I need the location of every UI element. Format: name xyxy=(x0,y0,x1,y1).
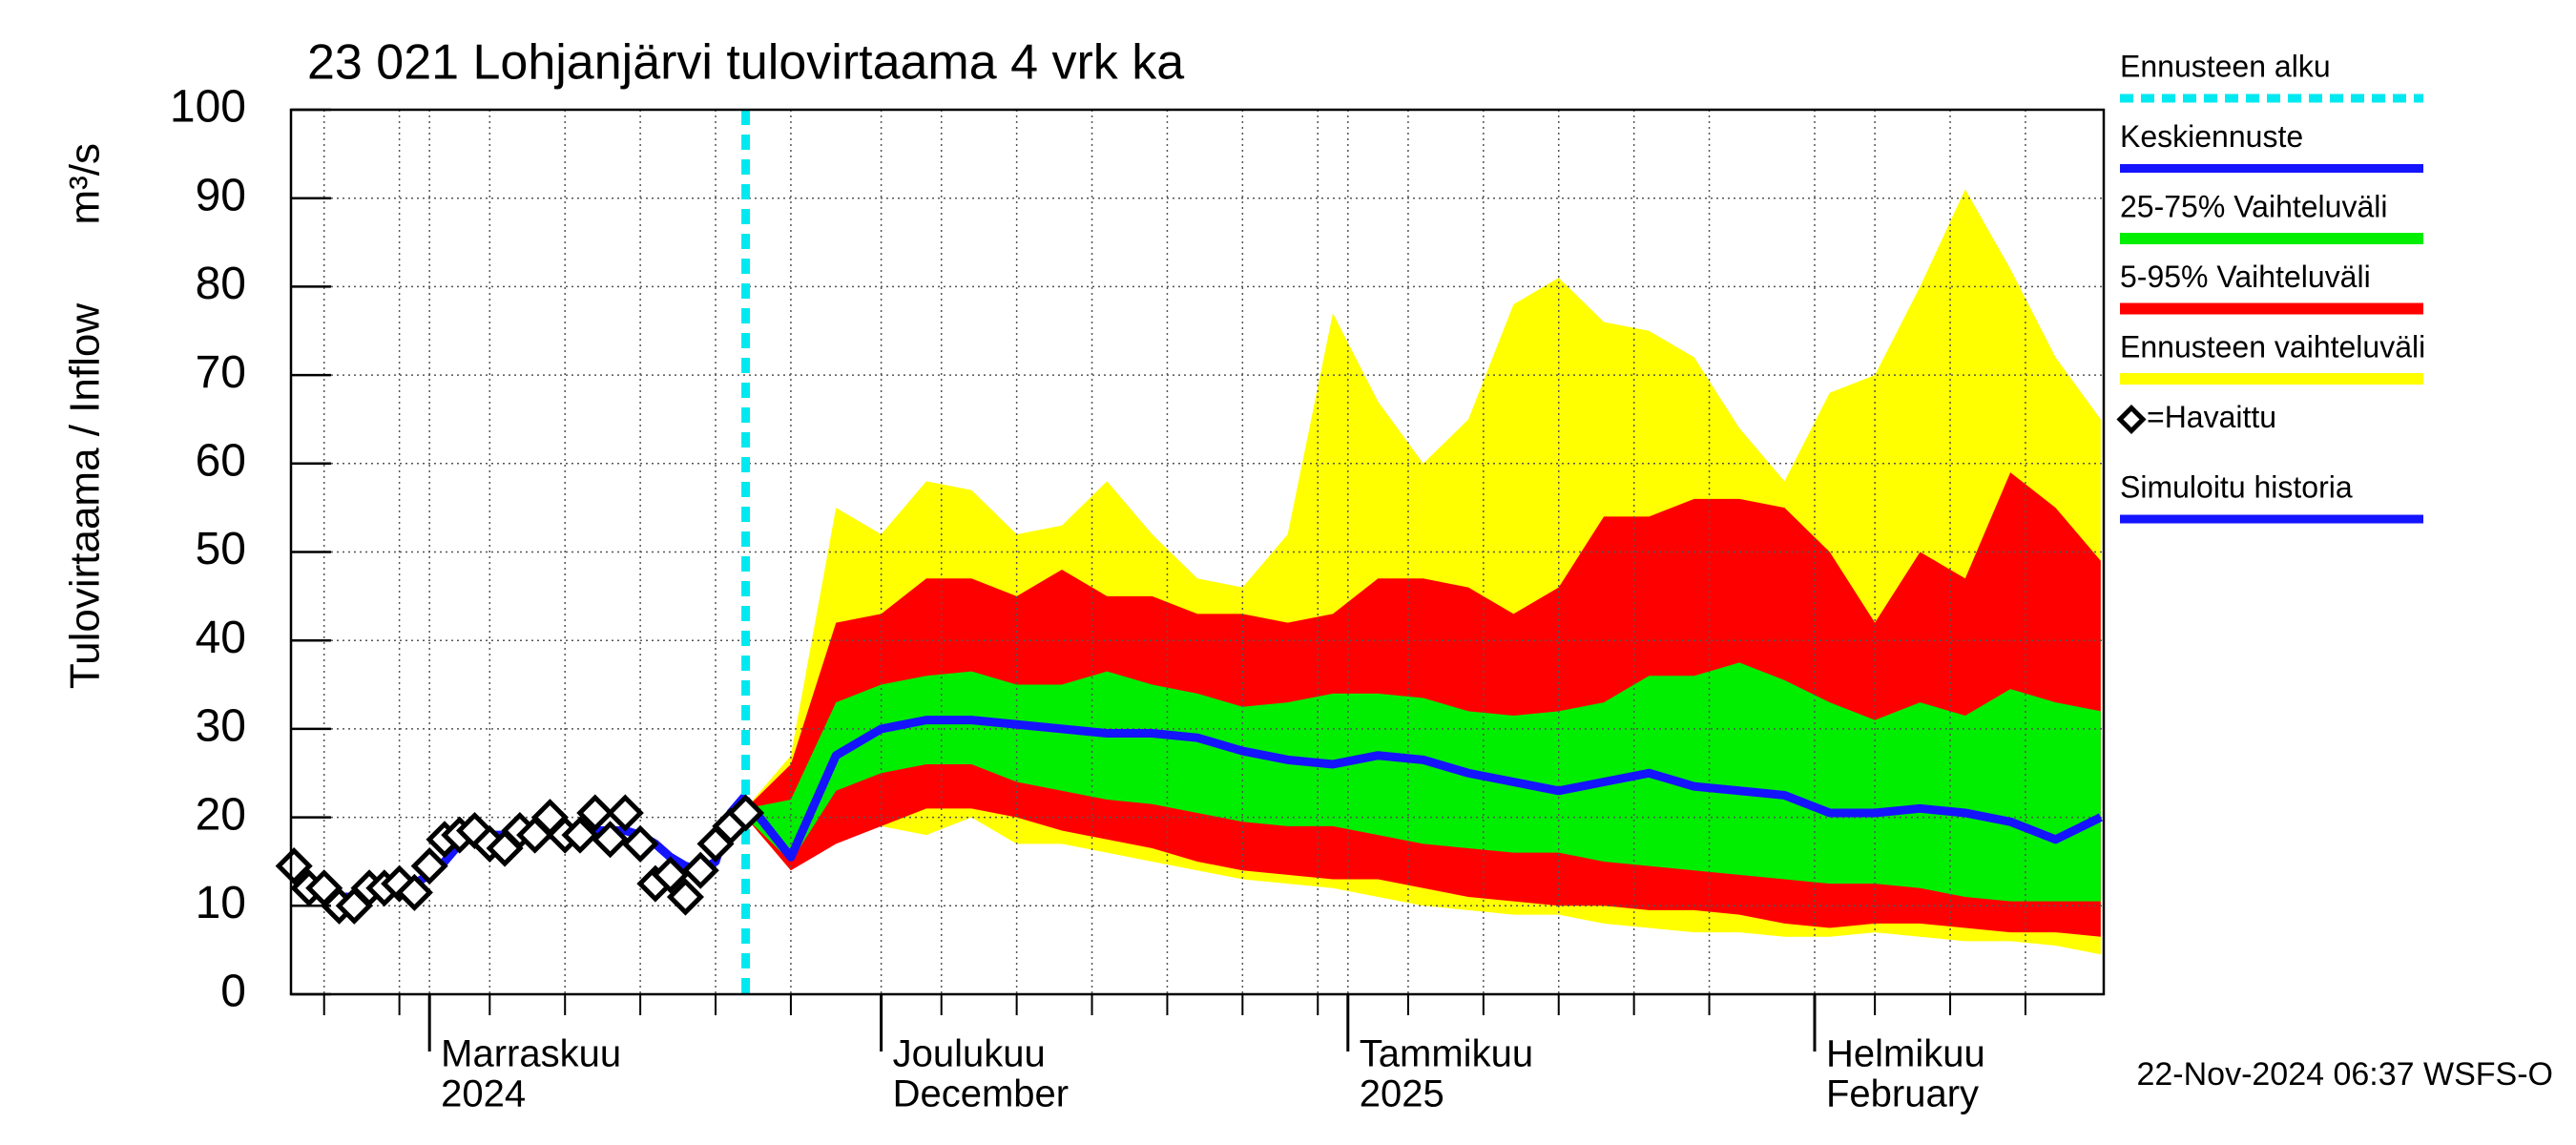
observed-point xyxy=(275,847,313,885)
x-tick-label: Helmikuu xyxy=(1826,1033,1985,1075)
legend-label: Ennusteen vaihteluväli xyxy=(2120,329,2425,364)
y-tick-label: 10 xyxy=(196,878,246,928)
observed-point xyxy=(410,847,448,885)
y-tick-label: 0 xyxy=(220,967,246,1017)
legend-label: Keskiennuste xyxy=(2120,119,2303,154)
chart-title: 23 021 Lohjanjärvi tulovirtaama 4 vrk ka xyxy=(307,35,1184,91)
x-tick-label: December xyxy=(893,1073,1070,1115)
observed-point xyxy=(561,816,599,854)
x-tick-label: Marraskuu xyxy=(441,1033,621,1075)
points xyxy=(275,794,765,925)
y-tick-label: 80 xyxy=(196,259,246,309)
x-tick-label: 2025 xyxy=(1360,1073,1444,1115)
observed-point xyxy=(606,794,644,832)
legend-label: Simuloitu historia xyxy=(2120,469,2353,504)
observed-point xyxy=(727,794,765,832)
x-tick-label: Tammikuu xyxy=(1360,1033,1533,1075)
grid xyxy=(291,109,2104,995)
x-tick-label: Joulukuu xyxy=(893,1033,1046,1075)
legend-label: =Havaittu xyxy=(2147,400,2276,434)
y-tick-label: 90 xyxy=(196,170,246,220)
bands xyxy=(745,189,2101,955)
y-tick-label: 30 xyxy=(196,701,246,752)
y-axis-unit: m³/s xyxy=(62,143,109,225)
legend-label: 5-95% Vaihteluväli xyxy=(2120,260,2371,294)
observed-point xyxy=(621,824,659,863)
legend-label: 25-75% Vaihteluväli xyxy=(2120,189,2387,223)
observed-point xyxy=(666,878,704,916)
plot-frame xyxy=(289,108,2106,996)
x-tick-label: 2024 xyxy=(441,1073,526,1115)
observed-point xyxy=(681,851,719,889)
legend-label: Ennusteen alku xyxy=(2120,49,2331,83)
y-tick-label: 70 xyxy=(196,347,246,398)
footer: 22-Nov-2024 06:37 WSFS-O xyxy=(2136,1056,2553,1093)
observed-point xyxy=(652,856,690,894)
range-band xyxy=(745,662,2101,902)
y-tick-label: 100 xyxy=(170,82,246,133)
y-tick-label: 50 xyxy=(196,524,246,574)
observed-point xyxy=(395,873,433,911)
y-tick-label: 40 xyxy=(196,613,246,663)
observed-point xyxy=(576,794,614,832)
series-line xyxy=(742,716,2103,862)
y-tick-label: 20 xyxy=(196,789,246,840)
y-tick-label: 60 xyxy=(196,435,246,486)
observed-point xyxy=(592,821,630,859)
x-tick-label: February xyxy=(1826,1073,1979,1115)
y-axis-label: Tulovirtaama / Inflow xyxy=(62,303,109,690)
legend-marker xyxy=(2116,404,2147,435)
